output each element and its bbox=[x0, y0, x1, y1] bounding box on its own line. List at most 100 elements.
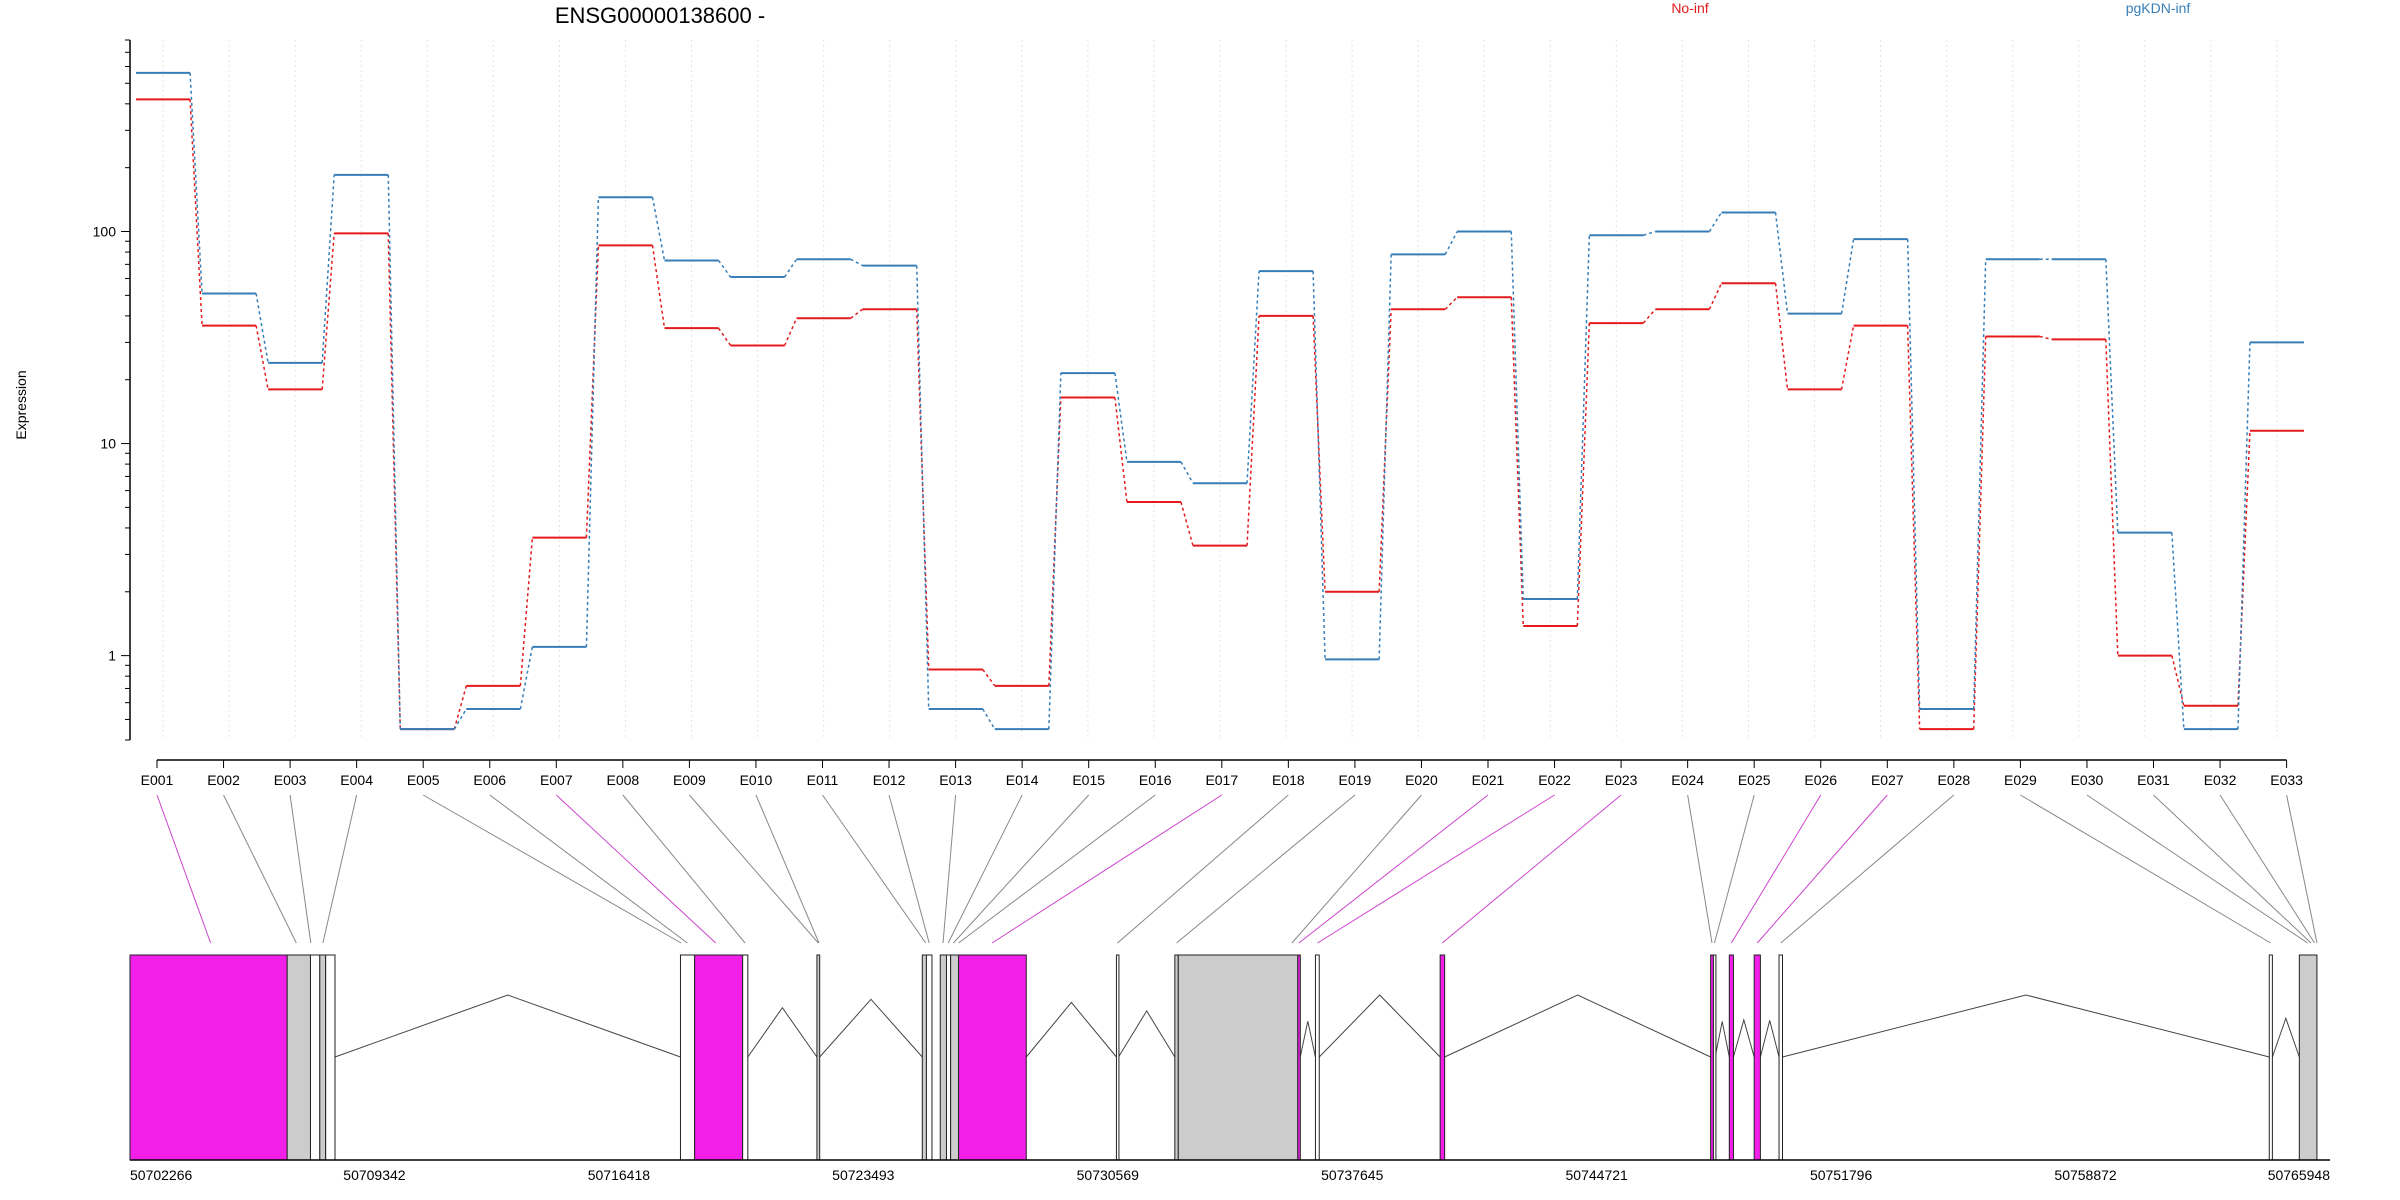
bin-link-line bbox=[2020, 794, 2271, 944]
exon-block bbox=[950, 954, 960, 1161]
bin-link-line bbox=[991, 794, 1223, 944]
x-tick-label: E021 bbox=[1472, 772, 1505, 788]
bin-link-line bbox=[156, 794, 212, 944]
series-connector bbox=[585, 245, 600, 538]
bin-link-line bbox=[947, 794, 1023, 944]
intron bbox=[1732, 1017, 1755, 1058]
series-connector bbox=[1576, 235, 1591, 599]
x-tick-label: E020 bbox=[1405, 772, 1438, 788]
exon-block bbox=[319, 954, 327, 1161]
x-tick-label: E011 bbox=[807, 772, 839, 788]
x-tick-label: E019 bbox=[1339, 772, 1372, 788]
bin-link-line bbox=[2153, 794, 2312, 944]
series-connector bbox=[651, 245, 666, 329]
genomic-coordinate-label: 50709342 bbox=[343, 1167, 406, 1183]
intron bbox=[1025, 1001, 1117, 1058]
series-connector bbox=[2237, 430, 2251, 706]
x-tick-label: E031 bbox=[2137, 772, 2170, 788]
bin-link-line bbox=[223, 794, 297, 944]
series-connector bbox=[1510, 297, 1525, 626]
series-connector bbox=[783, 258, 798, 278]
exon-block bbox=[679, 954, 696, 1161]
bin-link-line bbox=[953, 794, 1090, 944]
series-connector bbox=[1246, 315, 1260, 546]
series-connector bbox=[189, 99, 203, 326]
x-tick-label: E026 bbox=[1804, 772, 1837, 788]
x-tick-label: E005 bbox=[407, 772, 440, 788]
exon-block bbox=[1753, 954, 1761, 1161]
series-connector bbox=[1576, 323, 1591, 626]
series-lines bbox=[136, 71, 2304, 731]
exon-block bbox=[1439, 954, 1446, 1161]
intron bbox=[819, 998, 923, 1058]
exon-block bbox=[1115, 954, 1120, 1161]
exon-block bbox=[1174, 954, 1179, 1161]
intron bbox=[1118, 1009, 1176, 1058]
exon-block bbox=[742, 954, 749, 1161]
series-connector bbox=[1840, 239, 1855, 314]
x-tick-label: E032 bbox=[2204, 772, 2237, 788]
x-tick-label: E001 bbox=[141, 772, 174, 788]
exon-block bbox=[325, 954, 336, 1161]
legend-entry-no-inf: No-inf bbox=[1671, 0, 1708, 16]
genomic-coordinate-label: 50737645 bbox=[1321, 1167, 1384, 1183]
bin-link-line bbox=[1441, 794, 1622, 944]
series-connector bbox=[982, 708, 996, 730]
y-tick-label: 1 bbox=[108, 648, 116, 664]
exon-block bbox=[694, 954, 744, 1161]
exon-block bbox=[286, 954, 311, 1161]
exon-block bbox=[939, 954, 947, 1161]
exon-block bbox=[945, 954, 952, 1161]
bin-link-line bbox=[322, 794, 358, 944]
series-connector bbox=[1643, 230, 1656, 236]
x-tick-label: E025 bbox=[1738, 772, 1771, 788]
genomic-coordinate-label: 50758872 bbox=[2054, 1167, 2117, 1183]
bin-link-line bbox=[1756, 794, 1888, 944]
bin-link-line bbox=[1687, 794, 1713, 944]
genomic-coordinate-label: 50723493 bbox=[832, 1167, 895, 1183]
bin-link-line bbox=[622, 794, 746, 944]
x-tick-label: E023 bbox=[1605, 772, 1638, 788]
intron bbox=[747, 1006, 818, 1058]
x-tick-label: E008 bbox=[606, 772, 639, 788]
series-connector bbox=[519, 646, 534, 710]
series-connector bbox=[1048, 373, 1062, 730]
bin-link-line bbox=[1713, 794, 1755, 944]
series-connector bbox=[717, 327, 732, 346]
genomic-coordinate-label: 50751796 bbox=[1810, 1167, 1873, 1183]
series-connector bbox=[453, 708, 467, 730]
exon-block bbox=[1297, 954, 1301, 1161]
series-connector bbox=[2237, 342, 2251, 730]
y-tick-label: 10 bbox=[100, 436, 116, 452]
series-connector bbox=[1972, 336, 1987, 730]
bin-link-line bbox=[555, 794, 717, 944]
x-tick-label: E030 bbox=[2071, 772, 2104, 788]
series-connector bbox=[453, 685, 468, 730]
bin-link-line bbox=[1117, 794, 1289, 944]
x-tick-label: E004 bbox=[340, 772, 373, 788]
series-connector bbox=[1906, 325, 1921, 730]
exon-block bbox=[129, 954, 288, 1161]
exon-block bbox=[1778, 954, 1784, 1161]
intron bbox=[1299, 1021, 1316, 1058]
intron bbox=[334, 994, 681, 1058]
bin-link-line bbox=[1317, 794, 1555, 944]
series-connector bbox=[1180, 501, 1194, 546]
x-tick-label: E014 bbox=[1006, 772, 1039, 788]
bin-link-line bbox=[289, 794, 312, 944]
series-connector bbox=[850, 308, 864, 319]
series-connector bbox=[2105, 259, 2119, 533]
exon-block bbox=[1177, 954, 1299, 1161]
bin-link-line bbox=[755, 794, 820, 944]
chart-title: ENSG00000138600 - bbox=[555, 3, 765, 28]
bin-link-line bbox=[822, 794, 927, 944]
series-connector bbox=[915, 265, 930, 710]
x-tick-label: E033 bbox=[2270, 772, 2303, 788]
genomic-coordinate-label: 50716418 bbox=[588, 1167, 651, 1183]
y-tick-label: 100 bbox=[93, 224, 117, 240]
bin-link-line bbox=[1291, 794, 1422, 944]
x-tick-label: E018 bbox=[1272, 772, 1305, 788]
x-tick-label: E010 bbox=[740, 772, 773, 788]
axes: 1 10 100 E001 E002 E003 E004 E005 E006 E007 E008 E0… bbox=[93, 39, 2303, 788]
bin-link-line bbox=[689, 794, 819, 944]
